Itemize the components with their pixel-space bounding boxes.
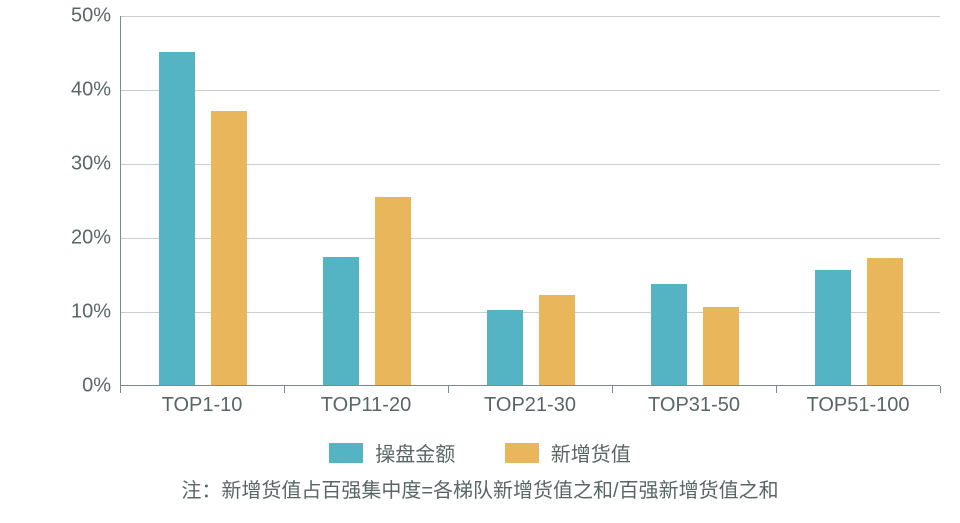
legend-item-1: 新增货值 [505,438,631,467]
xtick-mark [776,386,777,393]
footnote: 注：新增货值占百强集中度=各梯队新增货值之和/百强新增货值之和 [0,474,960,503]
bar-0-0 [159,52,195,385]
chart-container: 0%10%20%30%40%50% TOP1-10 TOP11-20 TOP21-3… [60,16,940,416]
xtick-label: TOP31-50 [648,394,740,417]
x-axis-labels: TOP1-10 TOP11-20 TOP21-30 TOP31-50 TOP51-100 [120,394,940,422]
legend-item-0: 操盘金额 [329,438,455,467]
xtick-label: TOP21-30 [484,394,576,417]
legend-label-1: 新增货值 [551,438,631,467]
ytick-label: 20% [71,227,121,250]
bar-1-3 [703,307,739,385]
bar-0-1 [323,257,359,385]
legend-swatch-1 [505,443,539,463]
xtick-mark [612,386,613,393]
legend-swatch-0 [329,443,363,463]
bar-0-2 [487,310,523,385]
gridline [121,16,940,17]
gridline [121,90,940,91]
bar-1-1 [375,197,411,385]
bar-1-2 [539,295,575,385]
xtick-label: TOP1-10 [162,394,243,417]
bar-1-0 [211,111,247,385]
ytick-label: 30% [71,153,121,176]
plot-area: 0%10%20%30%40%50% [120,16,940,386]
bar-0-4 [815,270,851,385]
xtick-label: TOP11-20 [321,394,411,417]
xtick-mark [284,386,285,393]
legend: 操盘金额 新增货值 [0,438,960,469]
xtick-mark [448,386,449,393]
legend-label-0: 操盘金额 [375,438,455,467]
xtick-label: TOP51-100 [806,394,909,417]
ytick-label: 50% [71,5,121,28]
xtick-mark [120,386,121,393]
ytick-label: 40% [71,79,121,102]
ytick-label: 10% [71,301,121,324]
ytick-label: 0% [82,375,121,398]
xtick-mark [940,386,941,393]
bar-1-4 [867,258,903,385]
bar-0-3 [651,284,687,385]
